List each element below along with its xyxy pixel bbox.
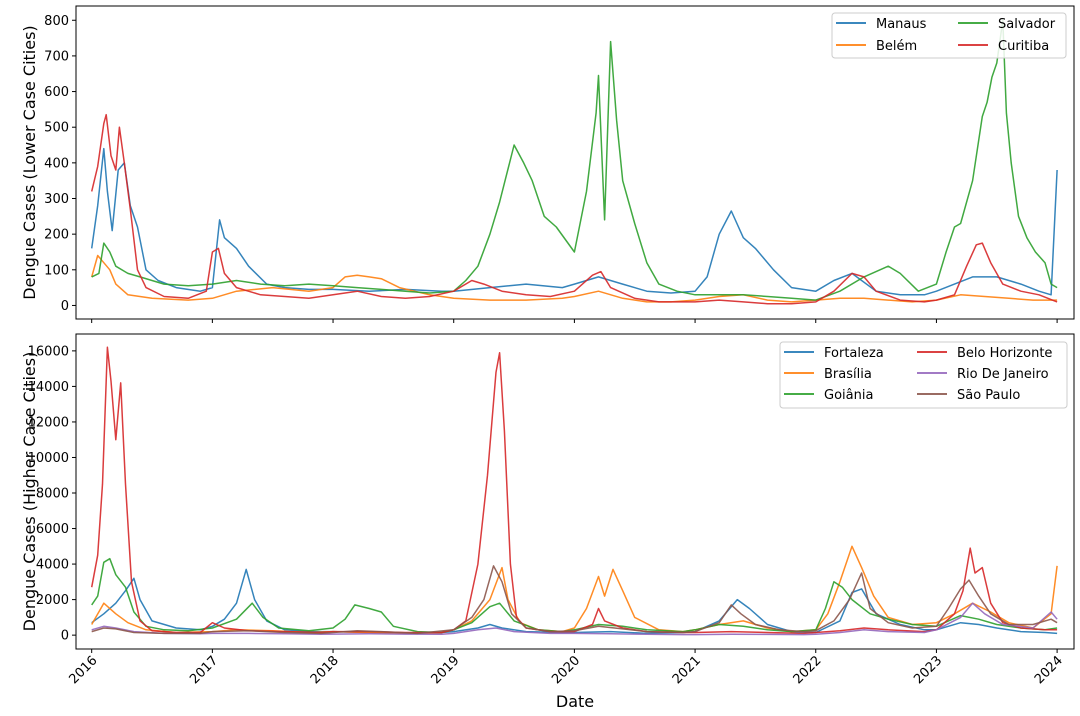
legend-label-manaus: Manaus: [876, 17, 927, 32]
y-tick-label: 6000: [36, 522, 69, 537]
legend-label-curitiba: Curitiba: [998, 39, 1049, 54]
y-tick-label: 16000: [28, 344, 69, 359]
y-tick-label: 300: [44, 192, 69, 207]
series-line-manaus: [90, 147, 1058, 296]
series-line-goiania: [91, 557, 1058, 634]
legend-label-fortaleza: Fortaleza: [824, 346, 884, 361]
series-line-belem: [90, 254, 1058, 303]
y-axis-title: Dengue Cases (Higher Case Cities): [20, 352, 39, 632]
series-line-sao-paulo: [91, 565, 1058, 635]
x-tick-label: 2024: [1032, 653, 1066, 687]
legend-label-brasilia: Brasília: [824, 367, 872, 382]
x-axis-title: Date: [556, 692, 594, 711]
y-tick-label: 4000: [36, 558, 69, 573]
legend-label-rio-de-janeiro: Rio De Janeiro: [957, 367, 1049, 382]
y-tick-label: 2000: [36, 593, 69, 608]
legend-box: [831, 12, 1067, 59]
legend-label-belo-horizonte: Belo Horizonte: [957, 346, 1052, 361]
x-tick-label: 2017: [187, 653, 221, 687]
legend: Manaus Belém Salvador Curitiba: [831, 12, 1067, 59]
y-tick-label: 100: [44, 263, 69, 278]
y-tick-label: 12000: [28, 415, 69, 430]
y-tick-label: 700: [44, 49, 69, 64]
x-tick-label: 2019: [429, 653, 463, 687]
series-lines: [90, 346, 1058, 636]
series-line-curitiba: [90, 113, 1058, 305]
x-tick-label: 2022: [791, 653, 825, 687]
y-tick-label: 14000: [28, 380, 69, 395]
y-tick-label: 400: [44, 156, 69, 171]
bottom-panel-higher-case-cities: 0 2000 4000 6000 8000 10000 12000 14000 16000 201…: [20, 333, 1075, 711]
x-tick-label: 2020: [549, 653, 583, 687]
legend-label-sao-paulo: São Paulo: [957, 388, 1020, 403]
plot-frame: [75, 333, 1075, 650]
x-tick-label: 2021: [670, 653, 704, 687]
legend: Fortaleza Brasília Goiânia Belo Horizonte Ri…: [779, 341, 1068, 409]
legend-label-salvador: Salvador: [998, 17, 1056, 32]
legend-label-belem: Belém: [876, 39, 917, 54]
y-tick-label: 0: [61, 299, 69, 314]
y-tick-label: 200: [44, 228, 69, 243]
series-line-salvador: [91, 19, 1058, 301]
y-axis-title: Dengue Cases (Lower Case Cities): [20, 25, 39, 299]
x-tick-label: 2016: [67, 653, 101, 687]
y-tick-label: 800: [44, 14, 69, 29]
y-tick-label: 600: [44, 85, 69, 100]
legend-box: [779, 341, 1068, 409]
series-line-brasilia: [91, 545, 1058, 635]
series-line-rio-de-janeiro: [91, 602, 1058, 636]
series-line-belo-horizonte: [90, 346, 1058, 635]
y-tick-label: 8000: [36, 487, 69, 502]
legend-label-goiania: Goiânia: [824, 388, 873, 403]
x-tick-label: 2023: [911, 653, 945, 687]
x-tick-label: 2018: [308, 653, 342, 687]
y-tick-label: 10000: [28, 451, 69, 466]
y-tick-label: 500: [44, 121, 69, 136]
series-lines: [90, 19, 1058, 305]
y-tick-label: 0: [61, 629, 69, 644]
top-panel-lower-case-cities: 0 100 200 300 400 500 600 700 800 Dengue Cases (L…: [20, 5, 1075, 323]
